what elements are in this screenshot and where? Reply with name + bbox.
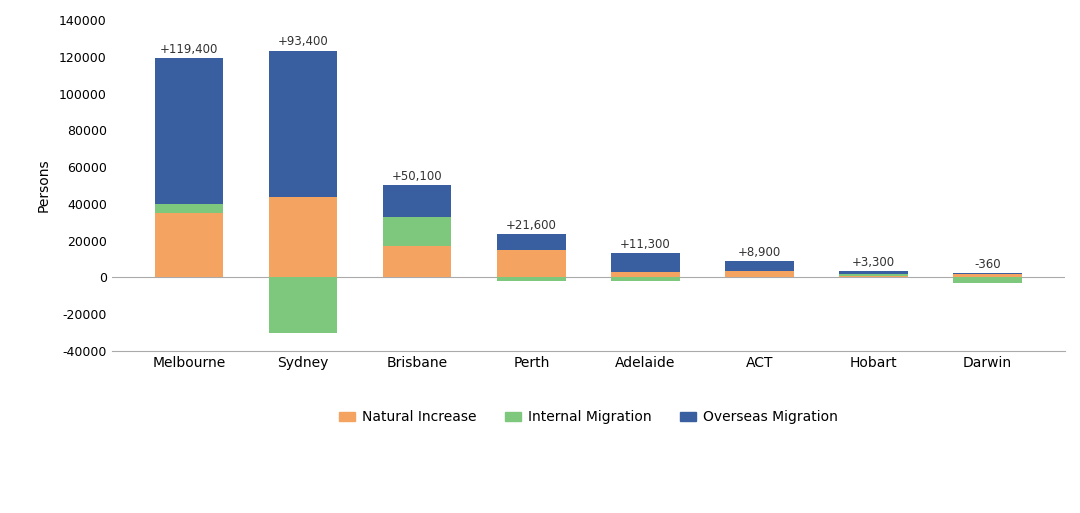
Text: +21,600: +21,600 bbox=[505, 219, 557, 232]
Bar bbox=[156, 58, 224, 204]
Bar bbox=[954, 274, 1022, 278]
Bar bbox=[839, 276, 907, 278]
Bar bbox=[269, 278, 337, 332]
Bar bbox=[156, 213, 224, 278]
Text: +50,100: +50,100 bbox=[392, 170, 443, 183]
Bar bbox=[497, 234, 566, 250]
Bar bbox=[269, 50, 337, 196]
Bar bbox=[269, 196, 337, 278]
Bar bbox=[497, 250, 566, 278]
Bar bbox=[383, 216, 451, 246]
Bar bbox=[839, 271, 907, 274]
Legend: Natural Increase, Internal Migration, Overseas Migration: Natural Increase, Internal Migration, Ov… bbox=[333, 405, 843, 430]
Text: +3,300: +3,300 bbox=[852, 256, 895, 269]
Text: +93,400: +93,400 bbox=[278, 35, 328, 48]
Text: +119,400: +119,400 bbox=[160, 43, 218, 56]
Y-axis label: Persons: Persons bbox=[37, 159, 51, 212]
Text: -360: -360 bbox=[974, 258, 1001, 271]
Bar bbox=[497, 278, 566, 281]
Bar bbox=[611, 253, 679, 272]
Text: +8,900: +8,900 bbox=[738, 246, 781, 259]
Bar bbox=[611, 272, 679, 278]
Bar bbox=[725, 261, 794, 271]
Bar bbox=[383, 246, 451, 278]
Bar bbox=[839, 274, 907, 276]
Bar bbox=[383, 185, 451, 216]
Bar bbox=[156, 204, 224, 213]
Bar bbox=[954, 273, 1022, 274]
Bar bbox=[954, 278, 1022, 283]
Bar bbox=[611, 278, 679, 281]
Bar bbox=[725, 271, 794, 278]
Text: +11,300: +11,300 bbox=[620, 238, 671, 251]
